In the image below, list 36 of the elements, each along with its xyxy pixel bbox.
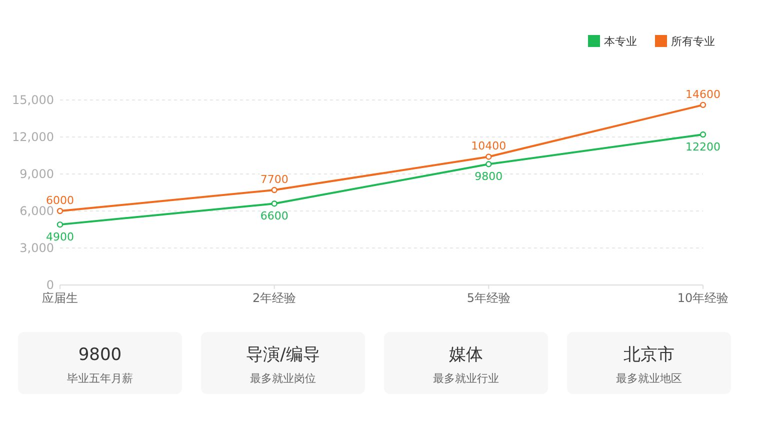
point [486,154,492,160]
point [700,102,706,108]
legend-label: 本专业 [604,35,637,48]
point [700,131,706,138]
text: 毕业五年月薪 [67,372,133,385]
point [56,221,64,228]
y-tick-label: 0 [46,278,54,292]
point [271,200,278,207]
y-tick-label: 6,000 [20,204,54,218]
y-tick-label: 12,000 [12,130,54,144]
y-tick-label: 3,000 [20,241,54,255]
text: 9800 [78,345,122,365]
y-tick-label: 9,000 [20,167,54,181]
text: 北京市 [624,345,674,365]
data-label: 9800 [474,170,503,184]
data-label: 6000 [46,194,74,207]
legend-label: 所有专业 [671,35,715,48]
data-label: 7700 [260,173,288,186]
point [271,186,278,194]
point [56,208,64,214]
data-label: 6600 [260,210,288,223]
text: 最多就业地区 [616,372,682,385]
text: 导演/编导 [246,345,320,365]
point [486,161,492,168]
data-label: 14600 [686,88,720,101]
x-tick-label: 10年经验 [677,291,729,305]
data-label: 10400 [471,140,506,153]
text: 媒体 [449,345,483,365]
data-label: 4900 [46,230,74,244]
x-tick-label: 2年经验 [252,291,296,305]
text: 最多就业行业 [433,372,499,385]
x-tick-label: 5年经验 [466,291,510,305]
x-tick-label: 应届生 [42,291,78,305]
y-tick-label: 15,000 [12,93,54,107]
data-label: 12200 [686,140,720,154]
text: 最多就业岗位 [250,372,316,385]
